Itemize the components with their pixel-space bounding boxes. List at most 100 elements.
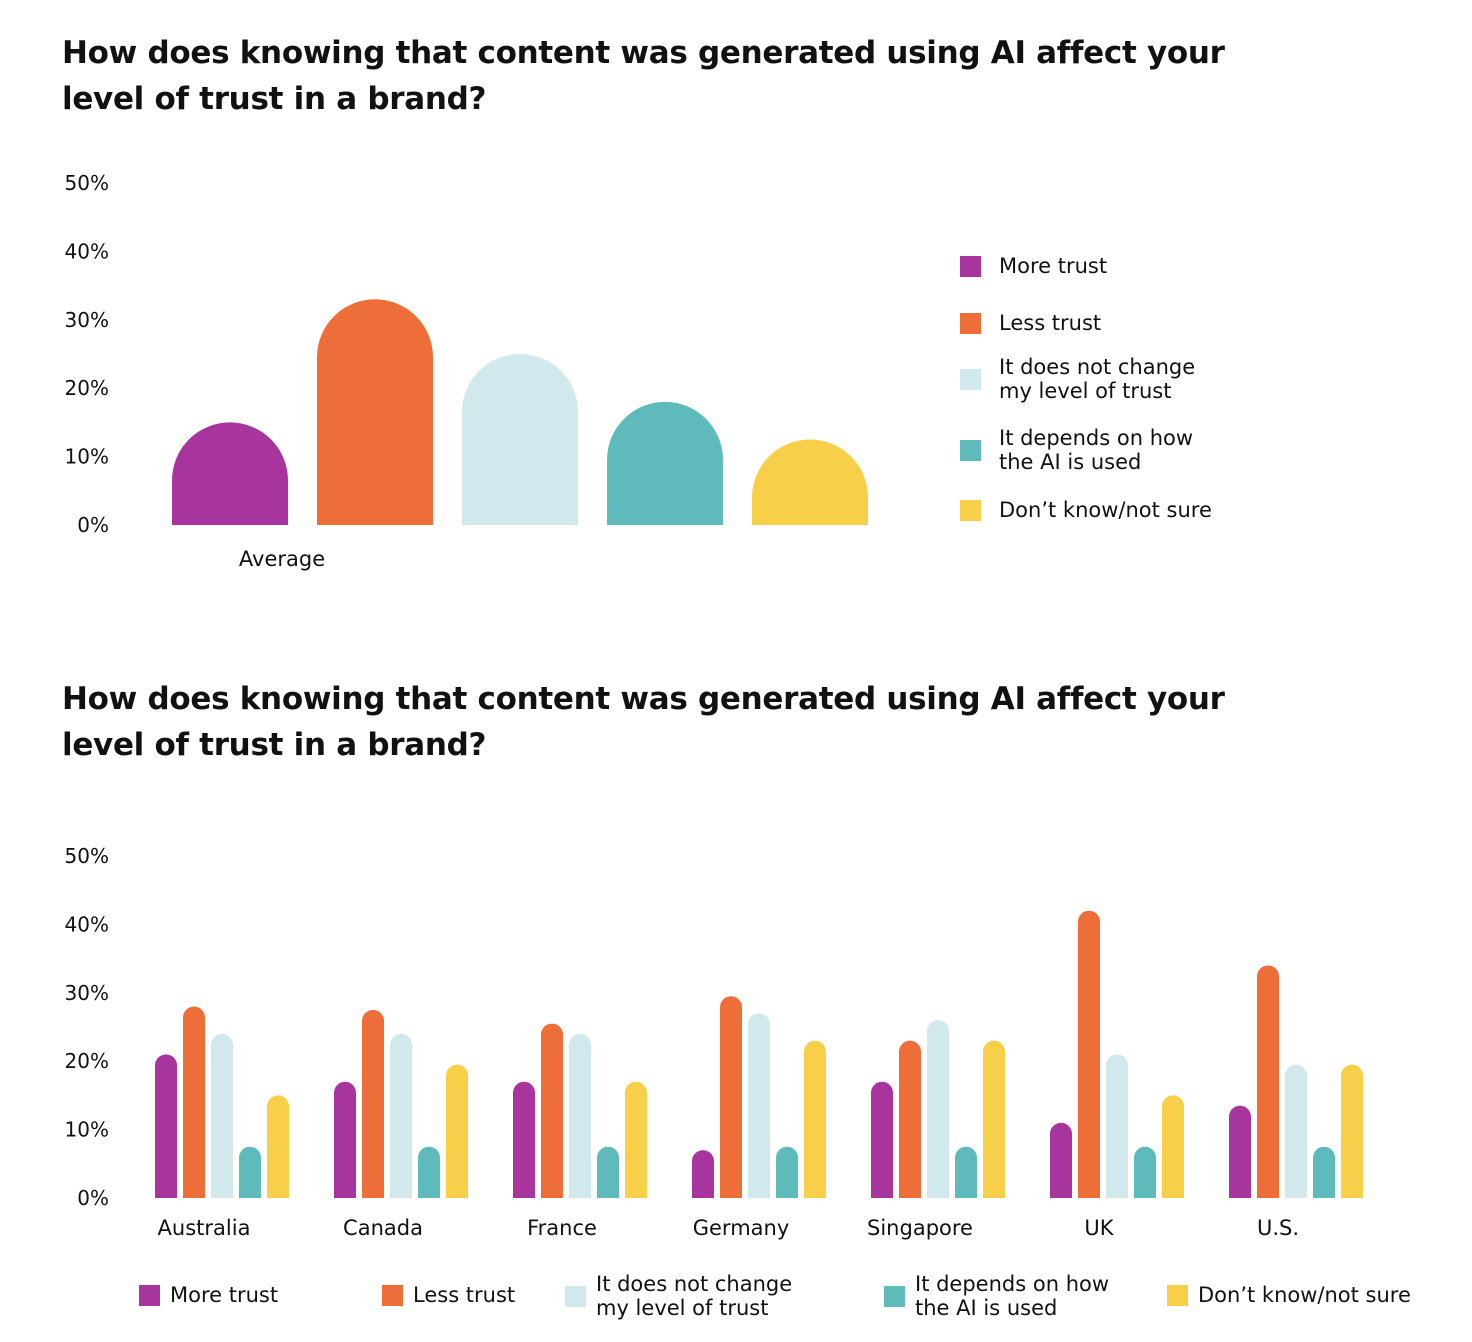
bar-average-less-trust [317, 299, 433, 525]
y-tick-label: 10% [65, 445, 109, 469]
bar-australia-less-trust [183, 1006, 205, 1198]
bar-group [172, 299, 868, 525]
legend-item-it-depends-on-how-the-ai-is-used: It depends on how the AI is used [960, 426, 1193, 474]
legend-label: It does not change my level of trust [999, 355, 1196, 403]
bar-singapore-it-does-not-change-my-level-of-trust [927, 1020, 949, 1198]
y-tick-label: 40% [65, 912, 109, 936]
legend-label: More trust [170, 1283, 279, 1307]
legend-swatch [1167, 1284, 1188, 1306]
y-tick-label: 50% [65, 171, 109, 195]
x-label-uk: UK [1084, 1216, 1114, 1240]
bar-france-less-trust [541, 1023, 563, 1198]
legend-label: It does not change my level of trust [596, 1272, 793, 1320]
legend-item-more-trust: More trust [139, 1283, 278, 1307]
bar-average-it-does-not-change-my-level-of-trust [462, 354, 578, 525]
legend-item-don-t-know-not-sure: Don’t know/not sure [960, 498, 1212, 522]
bar-uk-it-does-not-change-my-level-of-trust [1106, 1054, 1128, 1198]
legend-swatch [139, 1284, 160, 1306]
bar-australia-it-depends-on-how-the-ai-is-used [239, 1146, 261, 1198]
legend-swatch [960, 255, 981, 277]
bar-singapore-less-trust [899, 1040, 921, 1198]
bar-canada-less-trust [362, 1009, 384, 1198]
country-trust-chart: 0% 10% 20% 30% 40% 50% Australia Canada France G… [65, 844, 1363, 1240]
average-trust-chart: 0% 10% 20% 30% 40% 50% Average [65, 171, 868, 571]
y-axis-ticks: 0% 10% 20% 30% 40% 50% [65, 171, 109, 537]
legend-label: It depends on how the AI is used [999, 426, 1194, 474]
bar-u-s-it-depends-on-how-the-ai-is-used [1313, 1146, 1335, 1198]
bar-canada-more-trust [334, 1081, 356, 1198]
bar-canada-don-t-know-not-sure [446, 1064, 468, 1198]
bar-average-it-depends-on-how-the-ai-is-used [607, 401, 723, 525]
bar-france-more-trust [513, 1081, 535, 1198]
x-axis-labels: Average [239, 547, 325, 571]
chart1-title: How does knowing that content was genera… [62, 35, 1225, 117]
y-tick-label: 50% [65, 844, 109, 868]
bar-australia-it-does-not-change-my-level-of-trust [211, 1033, 233, 1198]
bar-uk-it-depends-on-how-the-ai-is-used [1134, 1146, 1156, 1198]
x-label-australia: Australia [158, 1216, 251, 1240]
bar-germany-more-trust [692, 1150, 714, 1198]
bar-average-more-trust [172, 422, 288, 525]
bar-u-s-more-trust [1229, 1105, 1251, 1198]
legend-swatch [960, 312, 981, 334]
bar-france-don-t-know-not-sure [625, 1081, 647, 1198]
bar-u-s-don-t-know-not-sure [1341, 1064, 1363, 1198]
bar-u-s-less-trust [1257, 965, 1279, 1198]
bar-germany-less-trust [720, 996, 742, 1198]
y-tick-label: 10% [65, 1118, 109, 1142]
bar-uk-less-trust [1078, 910, 1100, 1198]
y-tick-label: 30% [65, 308, 109, 332]
legend-item-it-depends-on-how-the-ai-is-used: It depends on how the AI is used [884, 1272, 1109, 1320]
x-axis-labels: Australia Canada France Germany Singapore UK U… [158, 1216, 1299, 1240]
bar-germany-don-t-know-not-sure [804, 1040, 826, 1198]
y-axis-ticks: 0% 10% 20% 30% 40% 50% [65, 844, 109, 1210]
bar-germany-it-does-not-change-my-level-of-trust [748, 1013, 770, 1198]
bar-uk-don-t-know-not-sure [1162, 1095, 1184, 1198]
legend-label: Less trust [999, 311, 1102, 335]
bar-u-s-it-does-not-change-my-level-of-trust [1285, 1064, 1307, 1198]
legend-label: Don’t know/not sure [1198, 1283, 1411, 1307]
bar-group [155, 910, 1363, 1198]
legend-item-less-trust: Less trust [382, 1283, 515, 1307]
legend-swatch [382, 1284, 403, 1306]
x-label-france: France [527, 1216, 597, 1240]
legend-label: More trust [999, 254, 1108, 278]
legend-swatch [884, 1285, 905, 1307]
y-tick-label: 20% [65, 376, 109, 400]
x-label-u-s: U.S. [1257, 1216, 1299, 1240]
bar-canada-it-depends-on-how-the-ai-is-used [418, 1146, 440, 1198]
legend-swatch [960, 368, 981, 390]
y-tick-label: 0% [77, 1186, 109, 1210]
bar-germany-it-depends-on-how-the-ai-is-used [776, 1146, 798, 1198]
legend-label: It depends on how the AI is used [915, 1272, 1110, 1320]
bar-france-it-depends-on-how-the-ai-is-used [597, 1146, 619, 1198]
bar-france-it-does-not-change-my-level-of-trust [569, 1033, 592, 1198]
bar-canada-it-does-not-change-my-level-of-trust [390, 1033, 412, 1198]
legend-item-more-trust: More trust [960, 254, 1107, 278]
bar-average-don-t-know-not-sure [752, 439, 868, 525]
bar-singapore-don-t-know-not-sure [983, 1040, 1005, 1198]
y-tick-label: 30% [65, 981, 109, 1005]
legend-item-it-does-not-change-my-level-of-trust: It does not change my level of trust [565, 1272, 792, 1320]
legend-swatch [960, 499, 981, 521]
x-label-germany: Germany [693, 1216, 790, 1240]
x-label-canada: Canada [343, 1216, 423, 1240]
x-label-average: Average [239, 547, 325, 571]
legend-swatch [565, 1285, 586, 1307]
y-tick-label: 20% [65, 1049, 109, 1073]
x-label-singapore: Singapore [867, 1216, 973, 1240]
bar-singapore-more-trust [871, 1081, 893, 1198]
legend-item-less-trust: Less trust [960, 311, 1101, 335]
legend-label: Less trust [413, 1283, 516, 1307]
bar-singapore-it-depends-on-how-the-ai-is-used [955, 1146, 977, 1198]
bar-australia-don-t-know-not-sure [267, 1095, 289, 1198]
chart2-title: How does knowing that content was genera… [62, 681, 1225, 763]
legend-label: Don’t know/not sure [999, 498, 1212, 522]
legend-item-don-t-know-not-sure: Don’t know/not sure [1167, 1283, 1411, 1307]
legend-swatch [960, 439, 981, 461]
y-tick-label: 0% [77, 513, 109, 537]
bar-australia-more-trust [155, 1054, 177, 1198]
y-tick-label: 40% [65, 239, 109, 263]
bar-uk-more-trust [1050, 1122, 1072, 1198]
legend-item-it-does-not-change-my-level-of-trust: It does not change my level of trust [960, 355, 1195, 403]
